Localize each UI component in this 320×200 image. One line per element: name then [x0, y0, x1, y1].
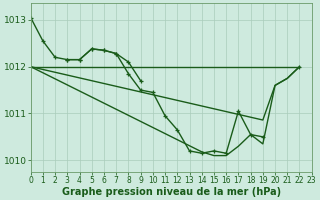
- X-axis label: Graphe pression niveau de la mer (hPa): Graphe pression niveau de la mer (hPa): [62, 187, 281, 197]
